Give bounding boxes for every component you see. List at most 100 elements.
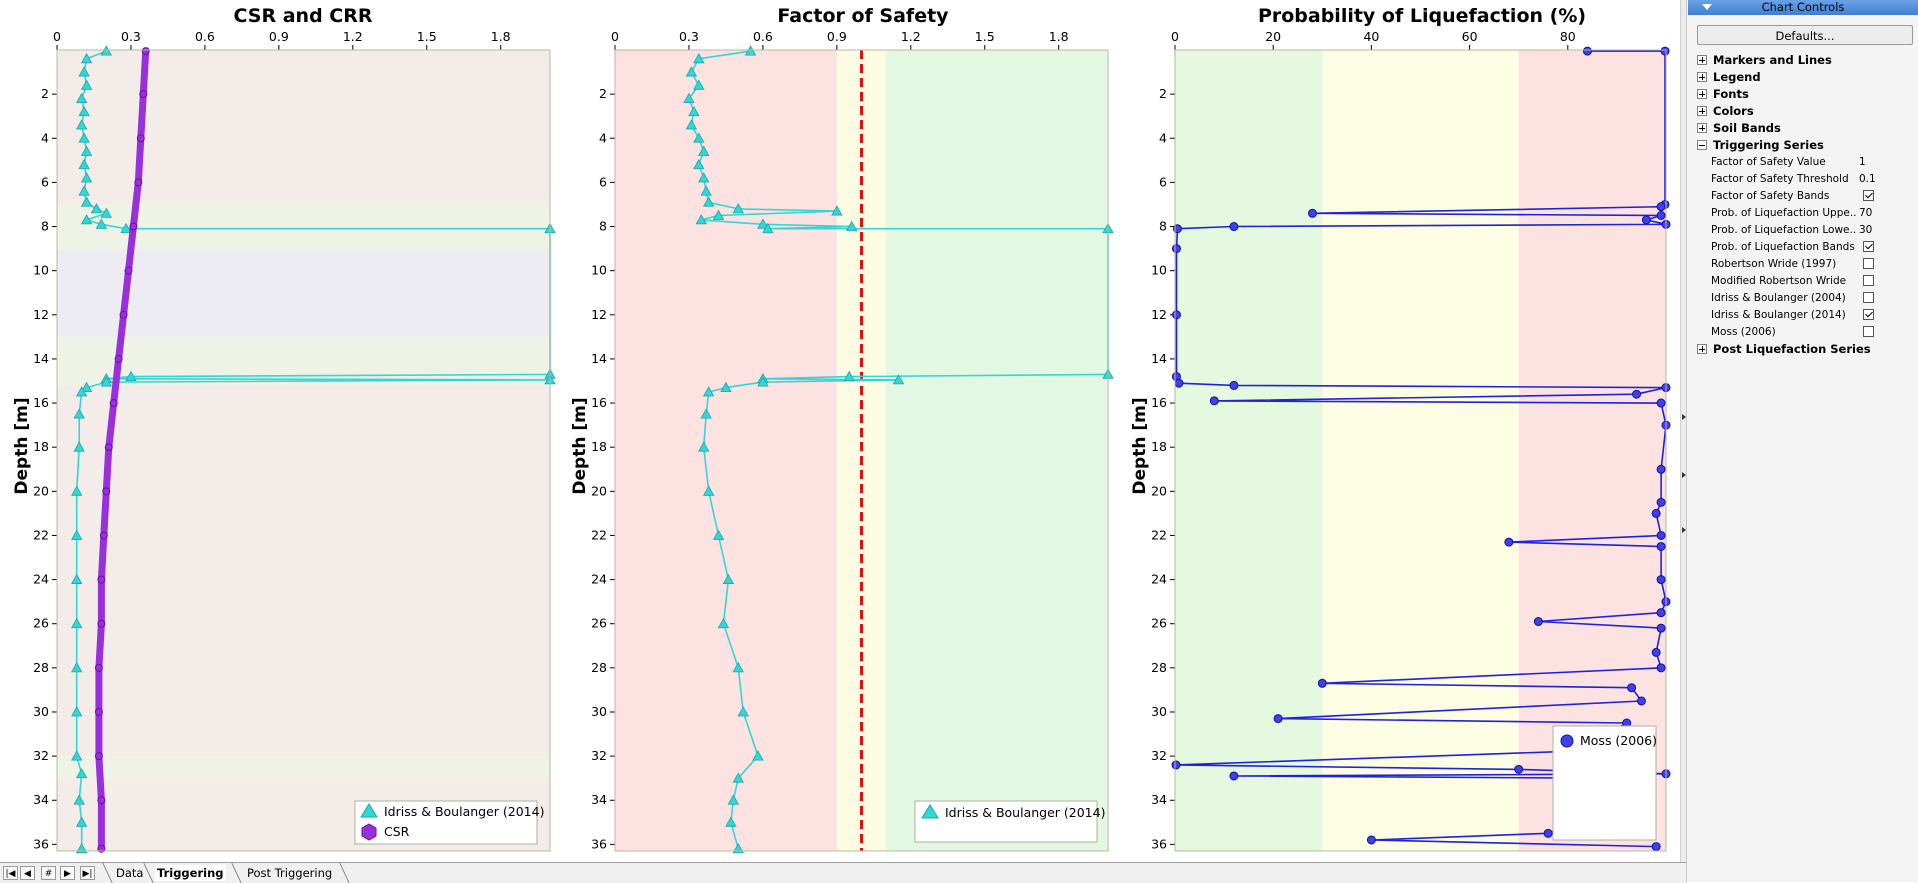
prop-value[interactable]: 0.1 bbox=[1859, 173, 1876, 185]
next-sheet-button[interactable]: ▶ bbox=[60, 866, 75, 880]
prop-fos-value[interactable]: Factor of Safety Value 1 bbox=[1711, 154, 1907, 171]
fos-depth-tick-label: 22 bbox=[591, 527, 607, 542]
csr-data-point bbox=[97, 796, 106, 805]
csr-crr-data-point bbox=[71, 617, 83, 629]
panel-splitter[interactable] bbox=[1680, 0, 1687, 882]
prop-robertson-wride-1997[interactable]: Robertson Wride (1997) bbox=[1711, 256, 1907, 273]
section-label: Markers and Lines bbox=[1713, 53, 1832, 67]
csr-crr-depth-tick-label: 16 bbox=[33, 395, 49, 410]
tab-post-triggering[interactable]: Post Triggering bbox=[247, 866, 333, 880]
csr-crr-x-tick-label: 0.6 bbox=[195, 29, 215, 44]
csr-crr-data-point bbox=[78, 105, 90, 117]
csr-crr-depth-label: Depth [m] bbox=[12, 397, 32, 494]
collapse-triangle-icon[interactable] bbox=[1702, 4, 1712, 10]
splitter-arrow-icon[interactable] bbox=[1682, 527, 1686, 533]
defaults-button[interactable]: Defaults... bbox=[1697, 25, 1913, 45]
csr-crr-depth-tick-label: 6 bbox=[41, 174, 49, 189]
pol-x-tick-label: 60 bbox=[1462, 29, 1478, 44]
collapse-minus-icon[interactable] bbox=[1697, 140, 1707, 150]
prop-pol-upper[interactable]: Prob. of Liquefaction Uppe... 70 bbox=[1711, 205, 1907, 222]
checkbox[interactable] bbox=[1863, 241, 1874, 252]
prev-sheet-button[interactable]: ◀ bbox=[20, 866, 35, 880]
expand-plus-icon[interactable] bbox=[1697, 89, 1707, 99]
splitter-arrow-icon[interactable] bbox=[1682, 472, 1686, 478]
pol-data-point bbox=[1533, 617, 1543, 627]
pol-data-point bbox=[1273, 714, 1283, 724]
prop-moss-2006[interactable]: Moss (2006) bbox=[1711, 324, 1907, 341]
pol-depth-tick-label: 6 bbox=[1159, 174, 1167, 189]
expand-plus-icon[interactable] bbox=[1697, 123, 1707, 133]
csr-crr-depth-tick-label: 8 bbox=[41, 219, 49, 234]
section-post-liquefaction-series[interactable]: Post Liquefaction Series bbox=[1697, 342, 1871, 357]
pol-data-point bbox=[1651, 842, 1661, 852]
sheet-index-button[interactable]: # bbox=[41, 866, 56, 880]
pol-data-point bbox=[1656, 398, 1666, 408]
pol-chart: Probability of Liquefaction (%) Depth [m… bbox=[1130, 5, 1671, 852]
prop-idriss-boulanger-2014[interactable]: Idriss & Boulanger (2014) bbox=[1711, 307, 1907, 324]
section-triggering-series[interactable]: Triggering Series bbox=[1697, 138, 1824, 153]
tab-data[interactable]: Data bbox=[116, 866, 144, 880]
prop-value[interactable]: 1 bbox=[1859, 156, 1866, 168]
checkbox[interactable] bbox=[1863, 275, 1874, 286]
section-fonts[interactable]: Fonts bbox=[1697, 87, 1749, 102]
section-legend[interactable]: Legend bbox=[1697, 70, 1761, 85]
pol-plot-frame bbox=[1174, 49, 1667, 852]
checkbox[interactable] bbox=[1863, 190, 1874, 201]
csr-data-point bbox=[94, 707, 103, 716]
csr-crr-depth-tick-label: 36 bbox=[33, 836, 49, 851]
csr-crr-data-point bbox=[100, 45, 112, 56]
checkbox[interactable] bbox=[1863, 309, 1874, 320]
expand-plus-icon[interactable] bbox=[1697, 106, 1707, 116]
checkbox[interactable] bbox=[1863, 292, 1874, 303]
csr-crr-depth-tick-label: 12 bbox=[33, 307, 49, 322]
expand-plus-icon[interactable] bbox=[1697, 344, 1707, 354]
pol-band bbox=[1175, 50, 1323, 851]
csr-crr-data-point bbox=[80, 196, 93, 207]
section-markers-and-lines[interactable]: Markers and Lines bbox=[1697, 53, 1832, 68]
fos-depth-tick-label: 26 bbox=[591, 616, 607, 631]
pol-data-point bbox=[1514, 764, 1524, 774]
first-sheet-button[interactable]: |◀ bbox=[3, 866, 18, 880]
chart-controls-header[interactable]: Chart Controls bbox=[1688, 0, 1918, 15]
prop-fos-bands[interactable]: Factor of Safety Bands bbox=[1711, 188, 1907, 205]
expand-plus-icon[interactable] bbox=[1697, 72, 1707, 82]
prop-fos-threshold[interactable]: Factor of Safety Threshold 0.1 bbox=[1711, 171, 1907, 188]
section-label: Colors bbox=[1713, 104, 1754, 118]
tab-triggering[interactable]: Triggering bbox=[155, 865, 226, 881]
fos-depth-tick-label: 12 bbox=[591, 307, 607, 322]
prop-modified-robertson-wride[interactable]: Modified Robertson Wride bbox=[1711, 273, 1907, 290]
pol-data-point bbox=[1504, 537, 1514, 547]
checkbox[interactable] bbox=[1863, 326, 1874, 337]
csr-data-point bbox=[129, 222, 138, 231]
fos-data-point bbox=[683, 92, 695, 103]
prop-pol-bands[interactable]: Prob. of Liquefaction Bands bbox=[1711, 239, 1907, 256]
section-label: Triggering Series bbox=[1713, 138, 1824, 152]
prop-value[interactable]: 30 bbox=[1859, 224, 1873, 236]
csr-crr-data-point bbox=[71, 706, 83, 717]
pol-data-point bbox=[1641, 215, 1651, 225]
fos-band bbox=[886, 50, 1108, 851]
csr-data-point bbox=[119, 310, 128, 319]
prop-idriss-boulanger-2004[interactable]: Idriss & Boulanger (2004) bbox=[1711, 290, 1907, 307]
checkbox[interactable] bbox=[1863, 258, 1874, 269]
fos-data-point bbox=[685, 66, 698, 77]
prop-value[interactable]: 70 bbox=[1859, 207, 1873, 219]
prop-pol-lower[interactable]: Prob. of Liquefaction Lowe... 30 bbox=[1711, 222, 1907, 239]
section-soil-bands[interactable]: Soil Bands bbox=[1697, 121, 1781, 136]
pol-data-point bbox=[1171, 760, 1181, 770]
csr-crr-data-point bbox=[78, 158, 90, 170]
expand-plus-icon[interactable] bbox=[1697, 55, 1707, 65]
pol-data-point bbox=[1229, 380, 1239, 390]
pol-data-point bbox=[1171, 310, 1181, 320]
csr-crr-x-tick-label: 1.5 bbox=[417, 29, 437, 44]
section-colors[interactable]: Colors bbox=[1697, 104, 1754, 119]
section-label: Soil Bands bbox=[1713, 121, 1781, 135]
csr-crr-depth-tick-label: 4 bbox=[41, 130, 49, 145]
splitter-arrow-icon[interactable] bbox=[1682, 414, 1686, 420]
csr-crr-data-point bbox=[80, 79, 93, 90]
csr-crr-data-point bbox=[90, 203, 103, 214]
last-sheet-button[interactable]: ▶| bbox=[80, 866, 95, 880]
triangle-marker-icon bbox=[360, 803, 378, 818]
